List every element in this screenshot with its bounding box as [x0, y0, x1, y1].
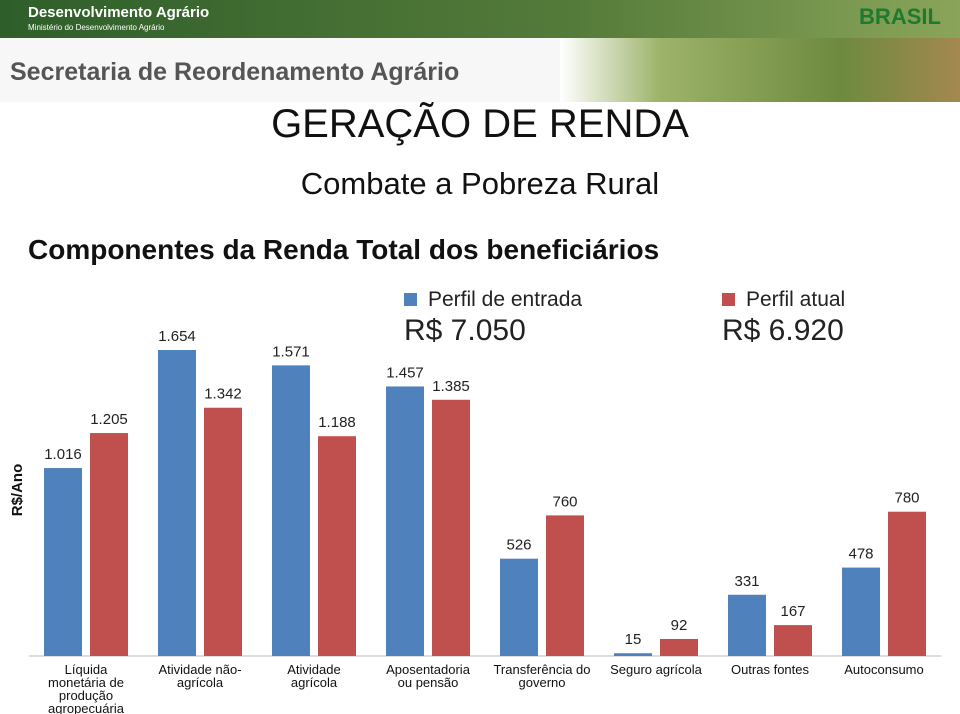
- value-label: 1.188: [318, 414, 356, 431]
- bar: [888, 511, 926, 656]
- secretariat: Secretaria de Reordenamento Agrário: [10, 58, 459, 86]
- bar: [432, 399, 470, 656]
- legend-swatch: [722, 293, 735, 306]
- value-label: 1.571: [272, 343, 310, 360]
- value-label: 1.205: [90, 411, 128, 428]
- x-tick-label: Atividade não- agrícola: [158, 662, 242, 690]
- legend-swatch: [404, 293, 417, 306]
- y-axis-label: R$/Ano: [9, 464, 26, 517]
- bar: [500, 558, 538, 656]
- x-tick-label: Seguro agrícola: [610, 662, 702, 677]
- bar: [272, 365, 310, 656]
- x-tick-label: Líquida monetária de produção agropecuár…: [48, 662, 124, 714]
- x-tick-label: Transferência do governo: [493, 662, 591, 690]
- x-tick-label: Autoconsumo: [844, 662, 924, 677]
- x-tick-label: Outras fontes: [730, 662, 810, 677]
- value-label: 1.457: [386, 364, 424, 381]
- value-label: 1.342: [204, 386, 242, 403]
- heading: Componentes da Renda Total dos beneficiá…: [28, 234, 659, 265]
- header-photo: [560, 38, 960, 102]
- subtitle: Combate a Pobreza Rural: [301, 166, 659, 201]
- bar: [158, 350, 196, 656]
- value-label: 478: [848, 546, 873, 563]
- bar: [728, 594, 766, 656]
- value-label: 15: [625, 631, 642, 648]
- brand: Desenvolvimento Agrário: [28, 4, 209, 21]
- legend-total: R$ 7.050: [404, 314, 526, 347]
- bar: [842, 567, 880, 656]
- bar: [614, 653, 652, 656]
- legend-label: Perfil de entrada: [428, 288, 582, 311]
- country: BRASIL: [859, 4, 941, 29]
- legend-total: R$ 6.920: [722, 314, 844, 347]
- value-label: 1.654: [158, 328, 196, 345]
- bar: [318, 436, 356, 656]
- bar: [204, 407, 242, 656]
- bar: [386, 386, 424, 656]
- header-band: [0, 0, 960, 38]
- header-strip: [0, 38, 560, 102]
- value-label: 1.016: [44, 446, 82, 463]
- x-tick-label: Atividade agrícola: [287, 662, 341, 690]
- bar: [44, 468, 82, 656]
- value-label: 526: [506, 537, 531, 554]
- value-label: 1.385: [432, 378, 470, 395]
- legend-label: Perfil atual: [746, 288, 845, 311]
- value-label: 760: [552, 493, 577, 510]
- value-label: 167: [780, 603, 805, 620]
- ministry: Ministério do Desenvolvimento Agrário: [28, 23, 165, 32]
- bar: [660, 638, 698, 656]
- value-label: 92: [671, 617, 688, 634]
- title: GERAÇÃO DE RENDA: [271, 101, 689, 146]
- value-label: 780: [894, 490, 919, 507]
- value-label: 331: [734, 573, 759, 590]
- bar: [774, 625, 812, 656]
- bar: [90, 433, 128, 656]
- x-tick-label: Aposentadoria ou pensão: [386, 662, 470, 690]
- bar: [546, 515, 584, 656]
